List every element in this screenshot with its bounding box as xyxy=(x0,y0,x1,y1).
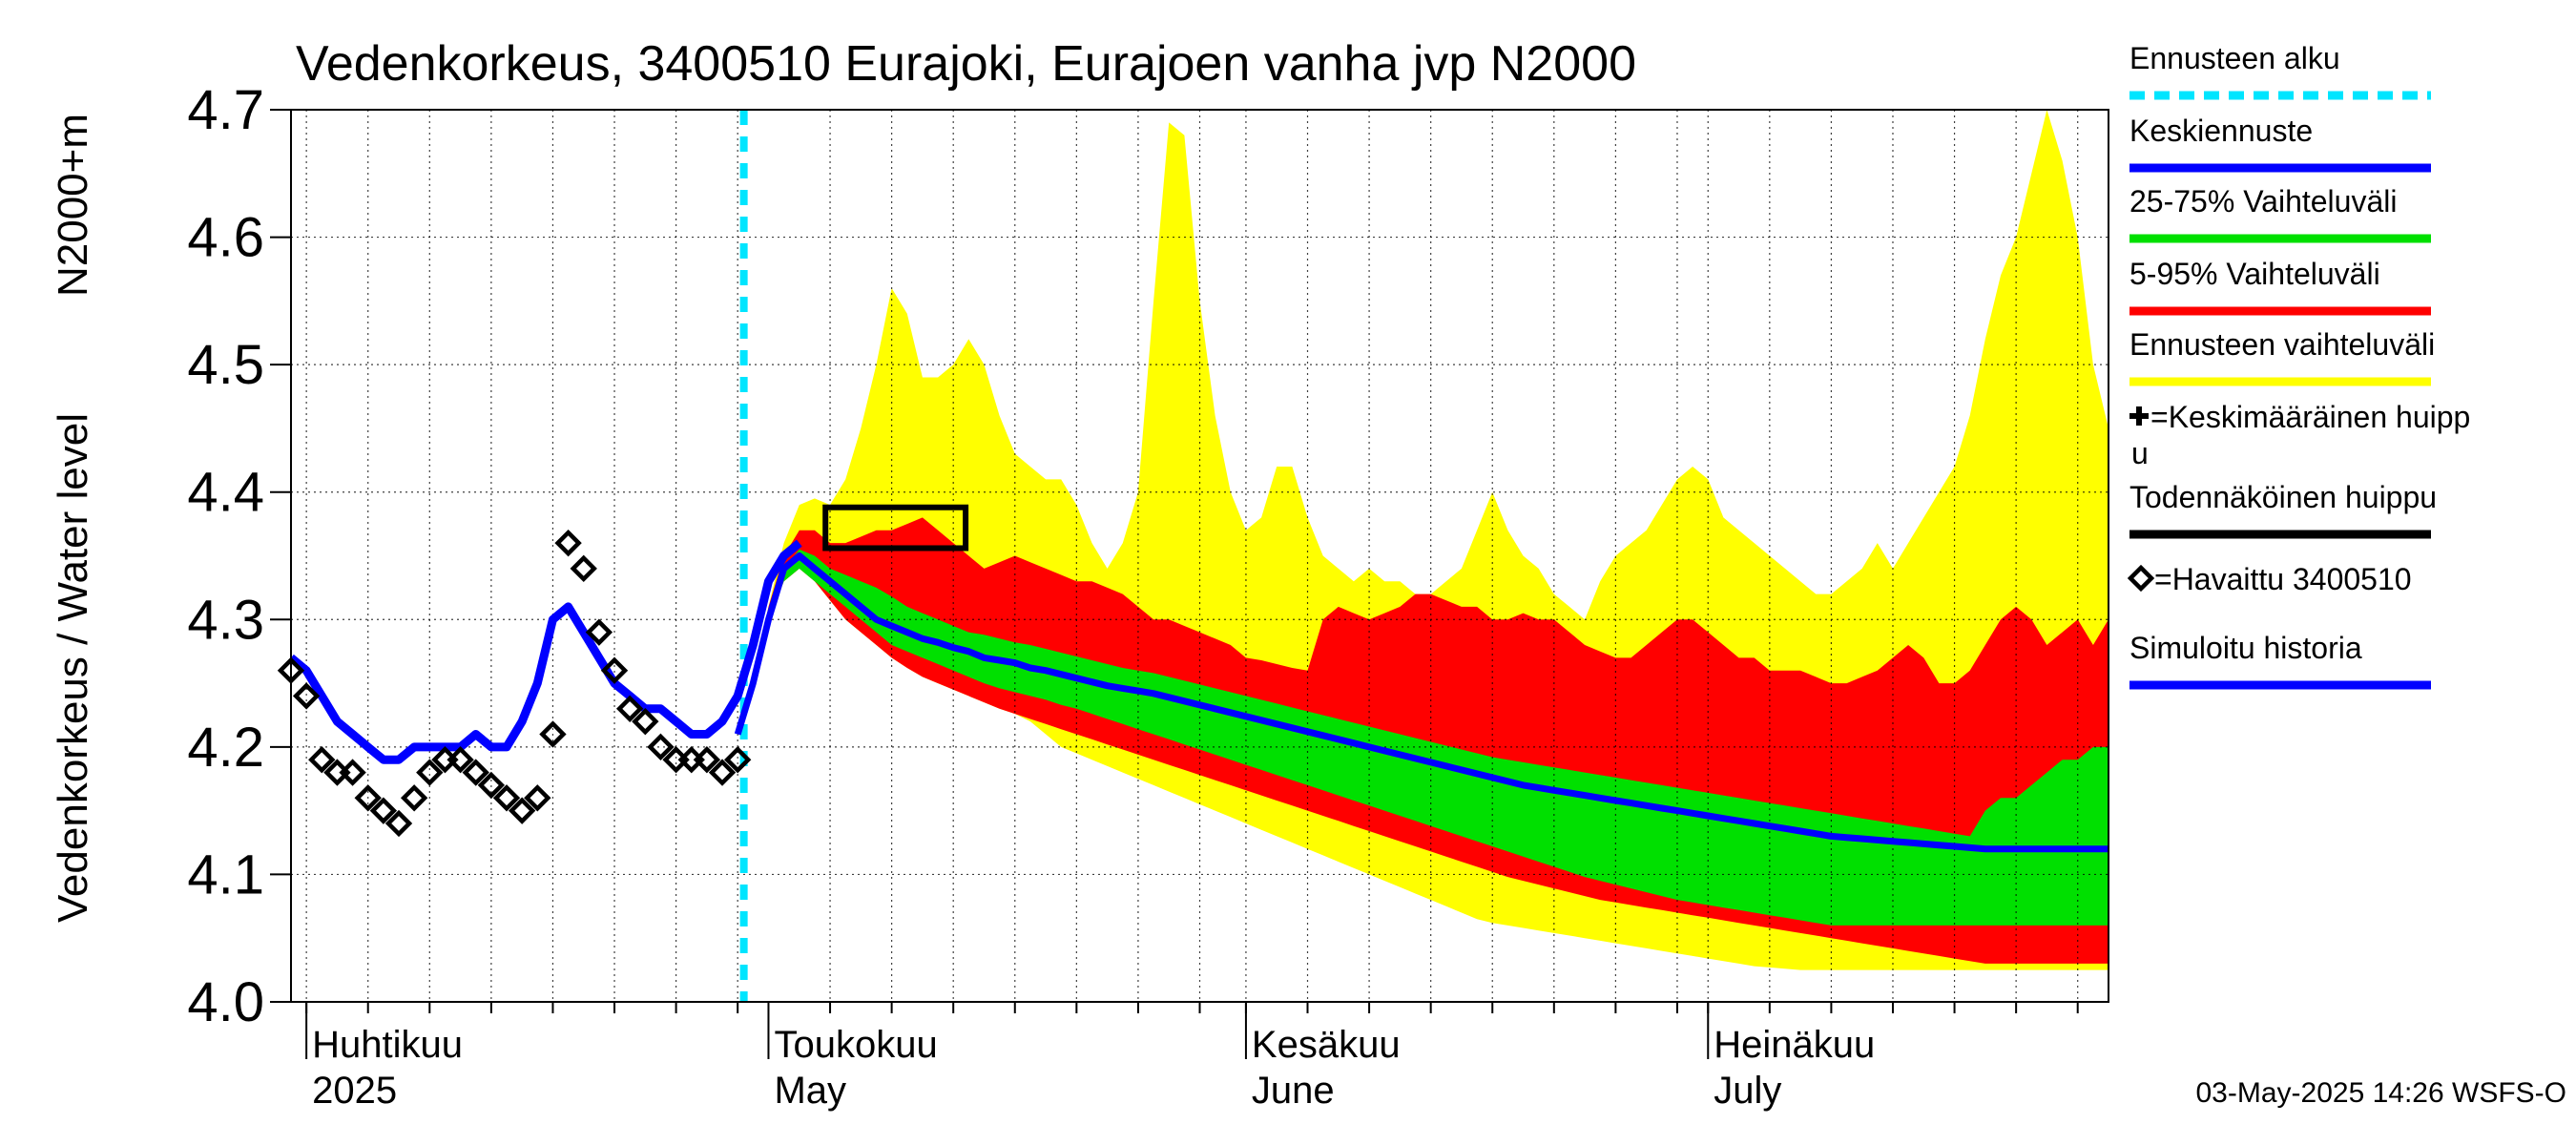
y-tick-label: 4.6 xyxy=(187,207,264,269)
legend-label: u xyxy=(2131,436,2149,470)
x-month-label: Toukokuu xyxy=(774,1024,937,1066)
observed-point xyxy=(447,746,474,774)
observed-point xyxy=(339,759,366,786)
y-axis-unit-label: N2000+m xyxy=(50,114,96,297)
y-tick-label: 4.5 xyxy=(187,334,264,396)
y-tick-label: 4.7 xyxy=(187,79,264,141)
mean-forecast-line xyxy=(734,552,2109,853)
observed-point xyxy=(354,784,382,812)
observed-point xyxy=(600,656,629,684)
observed-point xyxy=(524,784,551,812)
observed-point xyxy=(384,809,413,838)
simulated-history-line xyxy=(288,539,802,764)
observed-point xyxy=(292,682,321,710)
observed-point xyxy=(554,529,582,557)
legend-label: =Keskimääräinen huipp xyxy=(2150,400,2470,434)
legend: Ennusteen alku Keskiennuste 25-75% Vaihtel… xyxy=(2127,41,2470,690)
legend-symbol-diamond xyxy=(2127,564,2155,593)
x-month-label: July xyxy=(1714,1070,1781,1112)
observed-point xyxy=(708,759,737,786)
observed-point xyxy=(693,746,721,774)
legend-label: 5-95% Vaihteluväli xyxy=(2129,257,2380,291)
observed-point xyxy=(369,797,398,824)
observed-point xyxy=(615,695,644,722)
observed-point xyxy=(492,784,521,812)
observed-point xyxy=(462,759,489,786)
axes xyxy=(270,109,2109,1059)
x-month-label: Kesäkuu xyxy=(1252,1024,1401,1066)
y-tick-label: 4.3 xyxy=(187,589,264,651)
forecast-bands xyxy=(737,110,2109,970)
observed-point xyxy=(632,707,659,736)
x-month-label: 2025 xyxy=(312,1070,397,1112)
legend-label: =Havaittu 3400510 xyxy=(2154,562,2412,596)
band-25-75 xyxy=(737,549,2109,926)
observed-point xyxy=(477,771,506,800)
legend-label: Todennäköinen huippu xyxy=(2129,480,2437,514)
probable-peak-box xyxy=(822,504,969,552)
y-tick-label: 4.2 xyxy=(187,717,264,779)
series-lines xyxy=(277,110,2109,1002)
legend-label: Ennusteen vaihteluväli xyxy=(2129,327,2435,362)
observed-point xyxy=(308,746,336,774)
legend-label: Keskiennuste xyxy=(2129,114,2313,148)
x-month-label: June xyxy=(1252,1070,1335,1112)
y-axis-label: Vedenkorkeus / Water level xyxy=(50,413,96,923)
observed-point xyxy=(416,759,444,786)
y-tick-label: 4.1 xyxy=(187,843,264,906)
observed-point xyxy=(647,733,675,761)
observed-point xyxy=(539,720,567,748)
observed-point xyxy=(400,784,428,812)
legend-label: Simuloitu historia xyxy=(2129,631,2362,665)
observed-point xyxy=(508,797,536,824)
observed-point xyxy=(585,618,613,646)
observed-point xyxy=(723,746,752,774)
legend-label: Ennusteen alku xyxy=(2129,41,2340,75)
observed-point xyxy=(570,554,597,583)
y-tick-label: 4.0 xyxy=(187,971,264,1033)
legend-label: 25-75% Vaihteluväli xyxy=(2129,184,2397,219)
timestamp-footer: 03-May-2025 14:26 WSFS-O xyxy=(2196,1077,2567,1109)
x-month-label: Huhtikuu xyxy=(312,1024,463,1066)
y-tick-label: 4.4 xyxy=(187,462,264,524)
chart-title: Vedenkorkeus, 3400510 Eurajoki, Eurajoen… xyxy=(296,36,1636,92)
x-month-label: Heinäkuu xyxy=(1714,1024,1875,1066)
x-month-label: May xyxy=(774,1070,846,1112)
